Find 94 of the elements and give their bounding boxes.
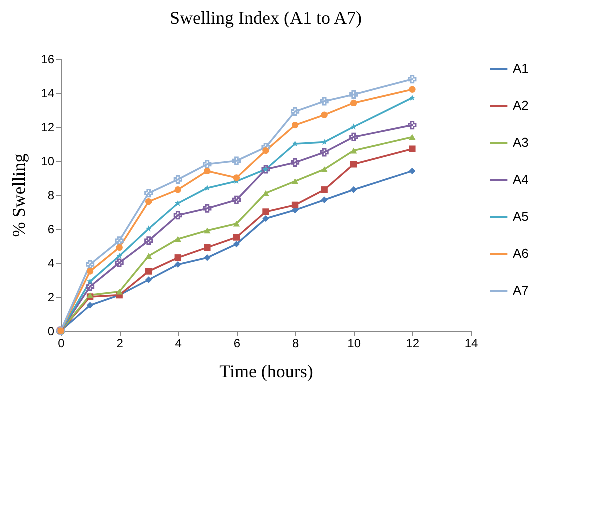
y-tick-label: 0 [48,324,55,338]
y-tick-label: 10 [41,154,55,168]
x-tick-label: 4 [175,336,182,350]
point [233,234,240,241]
point [146,276,152,284]
point [146,253,152,260]
point [116,252,123,259]
point [204,228,211,234]
point [321,112,328,118]
legend-label: A2 [513,98,529,113]
y-tick-label: 4 [48,256,55,270]
point [233,174,240,182]
point [174,200,182,206]
point [321,166,328,172]
point [146,226,152,232]
point [320,148,329,157]
point [350,148,358,154]
point [291,158,300,167]
point [350,90,358,99]
point [146,198,152,206]
point [321,196,328,204]
x-tick-label: 6 [234,336,241,350]
point [204,254,211,262]
y-tick-label: 8 [48,188,55,202]
x-tick-label: 10 [348,336,362,350]
point [115,236,124,246]
point [174,175,182,184]
point [232,196,241,204]
x-tick-label: 8 [292,336,300,350]
point [350,161,358,168]
x-axis-title: Time (hours) [220,362,314,382]
point [292,178,299,184]
point [174,261,182,268]
point [233,240,240,248]
legend-label: A7 [513,283,529,298]
point [262,208,270,216]
point [409,94,416,101]
point [87,278,94,284]
point [174,186,182,194]
point [350,124,358,130]
point [408,75,417,84]
point [86,260,95,269]
point [86,282,95,292]
point [233,220,240,227]
point [174,236,182,242]
point [292,140,298,147]
point [116,244,123,252]
point [321,186,328,194]
point [203,204,212,213]
y-tick-label: 12 [41,120,55,134]
point [292,202,299,209]
point [321,138,328,146]
point [292,122,299,129]
legend-label: A4 [513,172,529,187]
point [174,254,182,262]
x-tick-label: 14 [464,336,478,350]
point [262,190,270,196]
point [86,302,94,309]
point [144,236,154,246]
point [146,268,152,275]
chart-title: Swelling Index (A1 to A7) [170,8,362,28]
point [262,215,270,222]
y-tick-label: 6 [48,222,55,236]
legend-label: A3 [513,135,529,150]
point [350,100,358,107]
point [409,86,416,93]
point [203,160,212,169]
point [350,186,358,194]
x-tick-label: 0 [58,336,66,350]
point [115,258,124,268]
y-axis-title: % Swelling [9,154,30,238]
x-tick-label: 12 [406,336,420,350]
point [409,134,416,140]
point [174,211,182,220]
point [204,168,211,175]
legend-label: A1 [513,61,529,76]
point [409,168,416,175]
point [291,107,300,116]
point [408,121,417,130]
point [86,268,94,275]
y-tick-label: 16 [41,52,55,66]
point [116,288,123,295]
x-tick-label: 2 [116,336,124,350]
point [232,156,241,166]
point [320,97,329,106]
point [409,146,416,152]
point [350,132,358,142]
point [204,244,211,252]
legend-label: A5 [513,209,529,224]
point [144,189,154,198]
y-tick-label: 2 [48,290,55,304]
legend-label: A6 [513,246,529,261]
y-tick-label: 14 [41,86,55,100]
point [262,147,270,154]
